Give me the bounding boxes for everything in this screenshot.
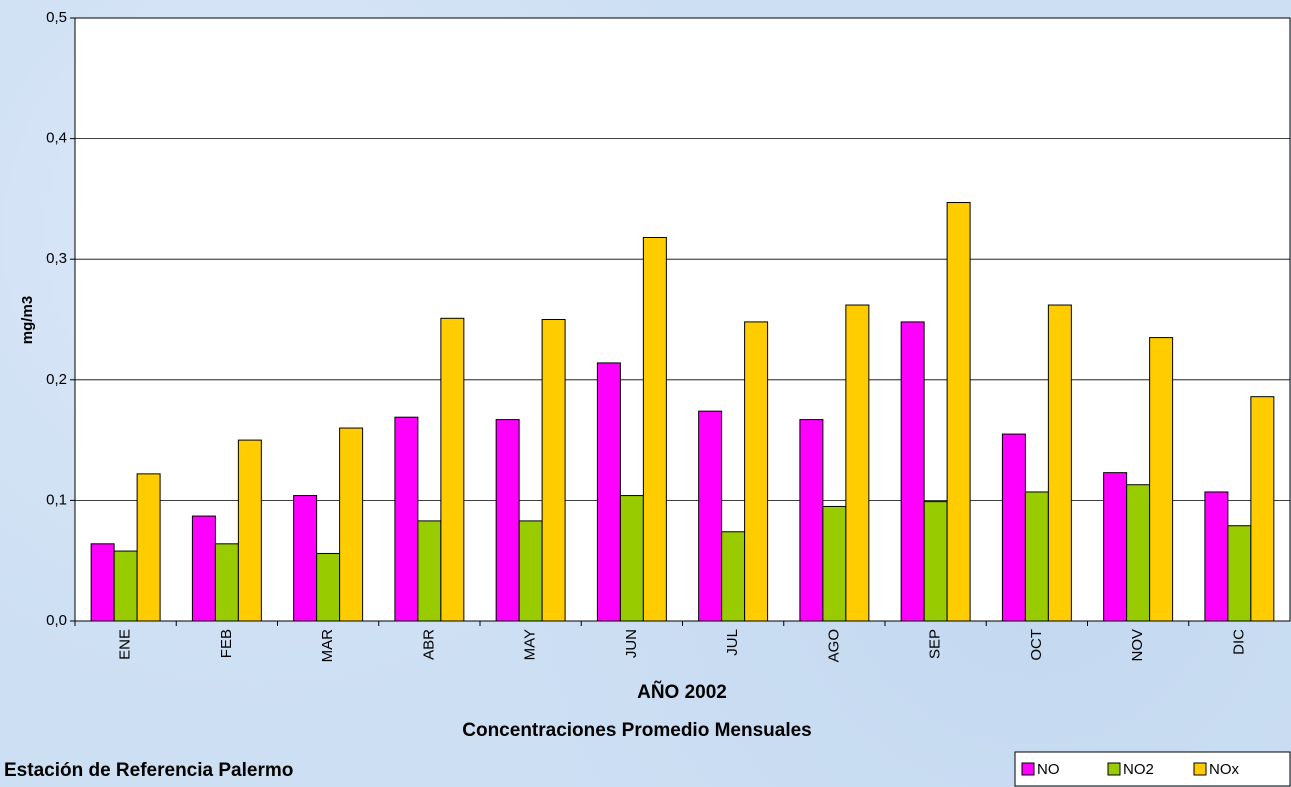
bar — [113, 550, 138, 622]
bar — [845, 304, 870, 622]
y-tick-label: 0,1 — [46, 491, 67, 508]
x-tick-label: MAR — [319, 629, 336, 663]
bar — [1103, 472, 1128, 622]
bar — [214, 543, 239, 622]
y-tick-label: 0,5 — [46, 9, 67, 26]
bar — [923, 501, 948, 622]
legend-box — [1014, 751, 1291, 787]
bar — [822, 505, 847, 622]
bar — [417, 520, 442, 622]
y-tick-label: 0,0 — [46, 612, 67, 629]
bar — [721, 531, 746, 622]
bar — [495, 419, 520, 622]
bar — [541, 319, 566, 622]
bar — [191, 515, 216, 622]
legend-label: NO — [1037, 761, 1060, 778]
bar — [642, 236, 667, 622]
x-tick-label: JUN — [623, 629, 640, 658]
x-tick-label: NOV — [1129, 629, 1146, 662]
bar — [1250, 396, 1275, 622]
bar — [518, 520, 543, 622]
bar — [744, 321, 769, 622]
legend-label: NOx — [1209, 761, 1240, 778]
bar — [1001, 433, 1026, 622]
bar — [394, 416, 419, 622]
x-tick-label: AGO — [825, 629, 842, 662]
bar — [1227, 525, 1252, 622]
bar — [698, 410, 723, 622]
legend-swatch — [1021, 762, 1035, 776]
bar — [90, 543, 115, 622]
x-tick-label: MAY — [522, 629, 539, 660]
bar — [946, 202, 971, 622]
x-tick-label: OCT — [1028, 629, 1045, 661]
x-tick-label: ENE — [117, 629, 134, 660]
subtitle: Estación de Referencia Palermo — [4, 760, 293, 781]
plot-area — [74, 17, 1291, 622]
bar — [1204, 491, 1229, 622]
bar — [1024, 491, 1049, 622]
x-tick-label: ABR — [420, 629, 437, 660]
bar — [596, 362, 621, 622]
y-axis-label: mg/m3 — [19, 296, 36, 344]
bar — [900, 321, 925, 622]
y-tick-label: 0,2 — [46, 371, 67, 388]
bar — [237, 439, 262, 622]
bar — [619, 495, 644, 622]
bar — [1149, 337, 1174, 622]
y-tick-label: 0,4 — [46, 130, 67, 147]
legend-swatch — [1107, 762, 1121, 776]
bar — [293, 495, 318, 622]
bar — [1126, 484, 1151, 622]
legend-label: NO2 — [1123, 761, 1154, 778]
x-tick-label: FEB — [218, 629, 235, 658]
bar — [1047, 304, 1072, 622]
x-tick-label: SEP — [927, 629, 944, 659]
bar — [440, 317, 465, 622]
legend-swatch — [1193, 762, 1207, 776]
y-tick-label: 0,3 — [46, 250, 67, 267]
bar — [136, 473, 161, 622]
chart-title: Concentraciones Promedio Mensuales — [462, 720, 812, 741]
bar — [339, 427, 364, 622]
bar — [316, 552, 341, 622]
bar — [799, 419, 824, 622]
x-tick-label: JUL — [724, 629, 741, 656]
x-tick-label: DIC — [1230, 629, 1247, 655]
x-axis-label: AÑO 2002 — [637, 681, 727, 703]
